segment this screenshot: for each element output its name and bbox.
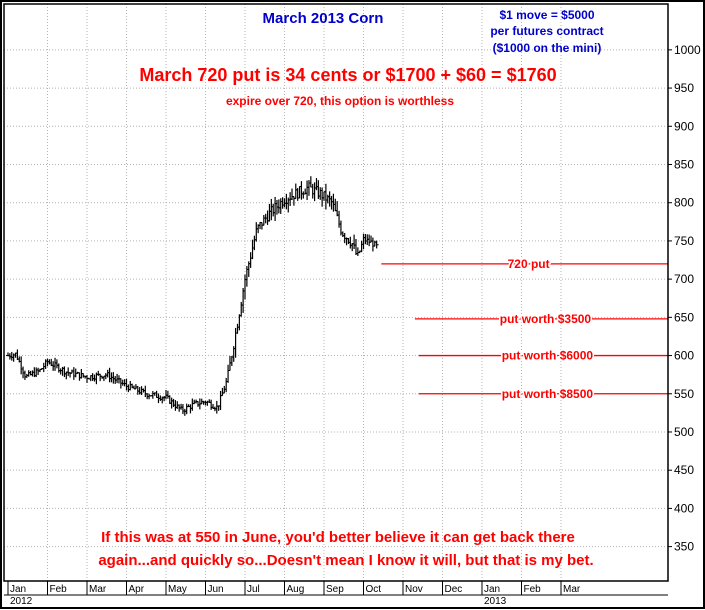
y-tick-label: 600 [674,349,694,363]
x-month-label: Dec [445,584,463,595]
contract-note-line-3: ($1000 on the mini) [493,41,602,55]
x-month-label: Jul [247,584,260,595]
x-month-label: Nov [405,584,423,595]
chart-title: March 2013 Corn [263,10,384,27]
bottom-comment-line-1: If this was at 550 in June, you'd better… [101,529,575,546]
grid-lines [4,4,668,581]
contract-note-line-1: $1 move = $5000 [499,8,594,22]
axes: 350 400 450 500 550 600 650 700 750 800 850 900 950 1… [7,43,701,607]
put-reference-lines: 720 put put worth $3500 put worth $6000 put… [381,255,668,402]
price-bars [6,176,379,416]
subhead-expiry-note: expire over 720, this option is worthles… [226,94,454,108]
put-line-label: 720 put [508,257,550,271]
y-tick-label: 450 [674,463,694,477]
y-tick-label: 350 [674,540,694,554]
y-tick-label: 750 [674,234,694,248]
y-tick-label: 650 [674,310,694,324]
x-month-label: Mar [563,584,581,595]
x-month-label: Oct [366,584,382,595]
y-tick-label: 700 [674,272,694,286]
x-month-label: Feb [524,584,542,595]
x-month-label: Mar [89,584,107,595]
y-tick-label: 950 [674,81,694,95]
y-tick-label: 800 [674,196,694,210]
bottom-comment-line-2: again...and quickly so...Doesn't mean I … [98,552,593,569]
y-tick-label: 1000 [674,43,701,57]
y-tick-label: 900 [674,119,694,133]
x-month-label: Jun [208,584,224,595]
put-line-label: put worth $3500 [500,312,592,326]
x-month-label: May [168,584,187,595]
contract-note-line-2: per futures contract [490,24,603,38]
headline-put-cost: March 720 put is 34 cents or $1700 + $60… [139,65,556,85]
x-month-label: Feb [50,584,68,595]
x-month-label: Sep [326,584,344,595]
y-tick-label: 550 [674,387,694,401]
x-month-label: Apr [129,584,145,595]
put-line-label: put worth $6000 [502,349,594,363]
x-month-label: Jan [10,584,26,595]
x-year-label: 2012 [10,596,33,607]
x-year-label: 2013 [484,596,507,607]
y-tick-label: 500 [674,425,694,439]
x-month-label: Jan [484,584,500,595]
x-month-label: Aug [287,584,305,595]
y-tick-label: 400 [674,501,694,515]
plot-border [3,3,669,582]
put-line-label: put worth $8500 [502,387,594,401]
y-tick-label: 850 [674,157,694,171]
